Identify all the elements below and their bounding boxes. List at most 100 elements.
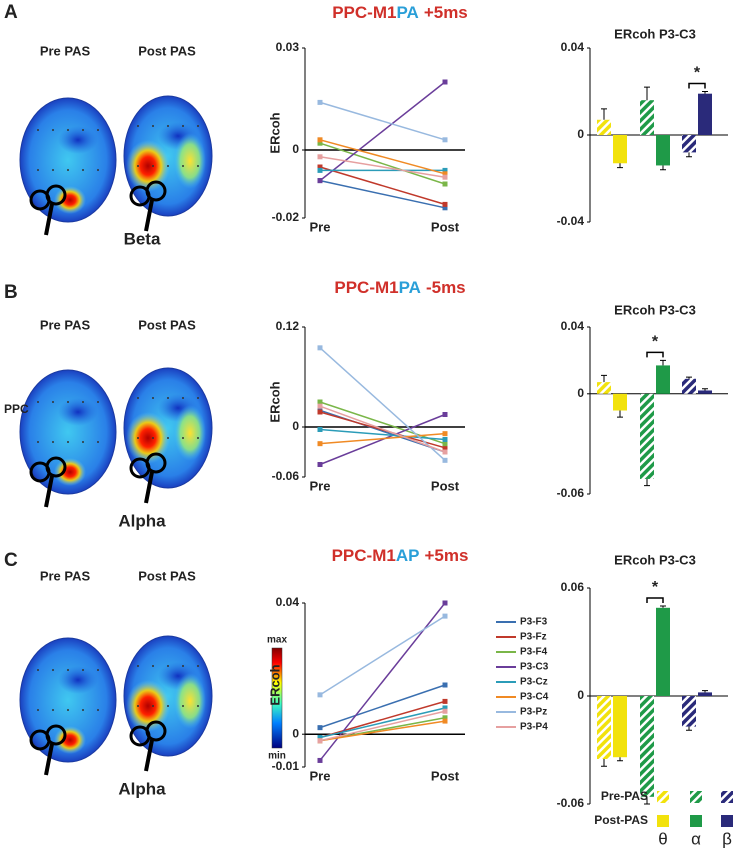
legend-label: P3-Fz [520, 632, 547, 643]
electrode [97, 669, 99, 671]
electrode [37, 169, 39, 171]
chart-title: ERcoh P3-C3 [614, 302, 696, 317]
series-line [319, 428, 446, 441]
y-tick-label: 0.03 [276, 40, 300, 54]
point [442, 167, 448, 173]
electrode [97, 441, 99, 443]
electrode [182, 705, 184, 707]
point [442, 79, 448, 85]
point [442, 600, 448, 606]
y-tick-label: 0 [577, 688, 584, 702]
error-bar [617, 410, 623, 418]
y-tick-label: 0.04 [276, 595, 300, 609]
panel-label: C [4, 550, 18, 571]
legend-label: P3-Cz [520, 677, 548, 688]
point [442, 205, 448, 211]
bar [597, 119, 611, 135]
coil [145, 180, 167, 202]
legend-label: P3-C3 [520, 662, 549, 673]
electrode [52, 129, 54, 131]
electrode [182, 397, 184, 399]
point [317, 345, 323, 351]
point [317, 99, 323, 105]
electrode [37, 669, 39, 671]
legend-swatch [657, 815, 669, 827]
point [442, 137, 448, 143]
y-tick-label: 0 [292, 419, 299, 433]
hot-spot [126, 412, 170, 464]
legend-band-label: θ [658, 829, 667, 848]
y-tick-label: -0.06 [557, 796, 585, 810]
electrode [67, 169, 69, 171]
point [442, 441, 448, 447]
point [317, 409, 323, 415]
error-bar [660, 359, 666, 366]
coil [45, 456, 67, 478]
electrode [37, 709, 39, 711]
y-tick-label: 0 [292, 142, 299, 156]
y-axis-label: ERcoh [267, 381, 282, 422]
x-tick-label: Pre [310, 478, 331, 493]
electrode [82, 669, 84, 671]
point [442, 171, 448, 177]
point [317, 738, 323, 744]
electrode [97, 129, 99, 131]
title-part: PPC-M1 [334, 278, 398, 297]
series-line [319, 142, 446, 185]
bar [656, 135, 670, 166]
error-bar [644, 478, 650, 487]
error-bar [702, 91, 708, 94]
point [317, 692, 323, 698]
legend-swatch [657, 791, 669, 803]
hot-spot [126, 680, 170, 732]
coil [145, 720, 167, 742]
legend-row-label: Post-PAS [594, 813, 648, 827]
y-tick-label: 0 [577, 386, 584, 400]
colorbar [271, 647, 283, 749]
electrode [37, 129, 39, 131]
y-tick-label: 0 [577, 127, 584, 141]
x-tick-label: Post [431, 478, 460, 493]
electrode [182, 665, 184, 667]
bar [698, 692, 712, 696]
electrode [182, 437, 184, 439]
hot-spot [54, 726, 86, 754]
warm-spot [174, 673, 206, 729]
panel-label: B [4, 282, 18, 303]
point [442, 457, 448, 463]
electrode [82, 129, 84, 131]
bar [682, 135, 696, 153]
y-tick-label: 0.12 [276, 319, 300, 333]
y-axis-label: ERcoh [267, 112, 282, 153]
electrode [67, 401, 69, 403]
series-line [319, 166, 446, 206]
electrode [82, 441, 84, 443]
bar [682, 378, 696, 394]
point [442, 174, 448, 180]
bar [613, 135, 627, 164]
site-label: PPC [4, 402, 29, 416]
error-bar [601, 374, 607, 383]
point [442, 449, 448, 455]
point [317, 140, 323, 146]
error-bar [686, 726, 692, 731]
electrode [197, 125, 199, 127]
series-line [319, 615, 446, 696]
electrode [37, 401, 39, 403]
error-bar [601, 759, 607, 767]
error-bar [686, 152, 692, 158]
series-line [319, 401, 446, 445]
title-part: PA [399, 278, 421, 297]
electrode [137, 165, 139, 167]
series-line [319, 432, 446, 445]
point [442, 431, 448, 437]
band-label: Alpha [118, 511, 166, 530]
series-line [319, 347, 446, 461]
point [442, 613, 448, 619]
x-tick-label: Pre [310, 768, 331, 783]
electrode [97, 401, 99, 403]
y-tick-label: -0.06 [557, 486, 585, 500]
post-label: Post PAS [138, 568, 196, 583]
series-line [319, 139, 446, 175]
coil-handle [44, 203, 54, 236]
